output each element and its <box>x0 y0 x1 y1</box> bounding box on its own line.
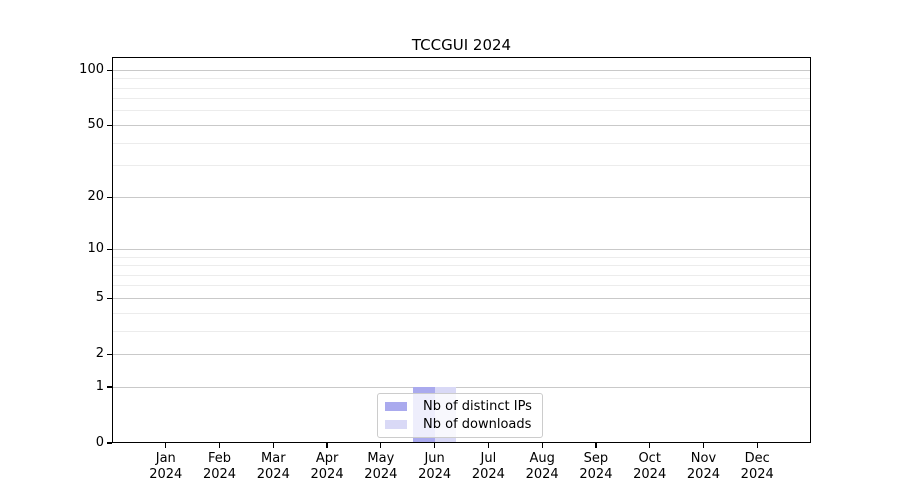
x-tick-mark <box>165 443 167 448</box>
minor-gridline <box>112 274 811 276</box>
x-tick-label: Dec 2024 <box>725 451 789 483</box>
major-gridline <box>112 386 811 388</box>
minor-gridline <box>112 265 811 267</box>
x-tick-year: 2024 <box>633 467 667 482</box>
y-tick-mark <box>107 297 112 299</box>
gridlines-layer <box>112 57 811 443</box>
x-tick-label: Nov 2024 <box>671 451 735 483</box>
minor-gridline <box>112 330 811 332</box>
major-gridline <box>112 69 811 71</box>
x-tick-year: 2024 <box>525 467 559 482</box>
x-tick-month: May <box>367 451 395 466</box>
y-tick-label: 5 <box>95 290 104 306</box>
x-tick-month: Jun <box>424 451 445 466</box>
x-tick-month: Oct <box>638 451 661 466</box>
x-tick-year: 2024 <box>418 467 452 482</box>
x-tick-month: Mar <box>261 451 286 466</box>
x-tick-label: Jun 2024 <box>403 451 467 483</box>
legend-row: Nb of downloads <box>378 415 542 433</box>
x-tick-year: 2024 <box>686 467 720 482</box>
x-tick-mark <box>595 443 597 448</box>
x-tick-label: Mar 2024 <box>241 451 305 483</box>
minor-gridline <box>112 110 811 112</box>
minor-gridline <box>112 78 811 80</box>
major-gridline <box>112 353 811 355</box>
x-tick-year: 2024 <box>149 467 183 482</box>
x-tick-month: Sep <box>583 451 609 466</box>
major-gridline <box>112 196 811 198</box>
x-tick-mark <box>541 443 543 448</box>
y-tick-label: 100 <box>79 62 104 78</box>
x-tick-month: Aug <box>529 451 555 466</box>
x-tick-year: 2024 <box>202 467 237 482</box>
x-tick-mark <box>272 443 274 448</box>
x-tick-mark <box>756 443 758 448</box>
x-tick-label: Jul 2024 <box>456 451 520 483</box>
x-tick-month: Apr <box>315 451 339 466</box>
y-tick-label: 20 <box>87 189 104 205</box>
x-tick-year: 2024 <box>310 467 344 482</box>
x-tick-mark <box>380 443 382 448</box>
x-tick-label: Aug 2024 <box>510 451 574 483</box>
x-tick-year: 2024 <box>471 467 505 482</box>
legend: Nb of distinct IPs Nb of downloads <box>377 393 543 438</box>
x-tick-mark <box>218 443 221 448</box>
x-tick-year: 2024 <box>364 467 398 482</box>
y-tick-label: 1 <box>95 379 104 395</box>
x-tick-label: Apr 2024 <box>295 451 359 483</box>
legend-label: Nb of distinct IPs <box>423 398 532 414</box>
y-tick-label: 50 <box>87 117 104 133</box>
legend-label: Nb of downloads <box>423 416 532 432</box>
y-tick-mark <box>107 196 112 198</box>
y-tick-mark <box>107 124 112 127</box>
x-tick-month: Dec <box>744 451 770 466</box>
x-tick-month: Jan <box>155 451 176 466</box>
x-tick-year: 2024 <box>256 467 290 482</box>
x-tick-mark <box>487 443 489 448</box>
x-tick-mark <box>702 443 705 448</box>
x-tick-label: Jan 2024 <box>134 451 198 483</box>
x-tick-label: May 2024 <box>349 451 413 483</box>
minor-gridline <box>112 256 811 258</box>
minor-gridline <box>112 312 811 314</box>
x-tick-year: 2024 <box>579 467 613 482</box>
x-tick-label: Feb 2024 <box>188 451 252 483</box>
minor-gridline <box>112 87 811 89</box>
chart-title: TCCGUI 2024 <box>411 36 512 54</box>
legend-swatch-icon <box>385 401 407 411</box>
x-tick-mark <box>434 443 436 448</box>
y-tick-label: 0 <box>95 435 104 450</box>
y-tick-label: 2 <box>95 346 104 362</box>
minor-gridline <box>112 165 811 167</box>
x-tick-label: Sep 2024 <box>564 451 628 483</box>
x-tick-mark <box>649 443 651 448</box>
minor-gridline <box>112 142 811 144</box>
legend-row: Nb of distinct IPs <box>378 397 542 415</box>
minor-gridline <box>112 98 811 100</box>
y-tick-mark <box>107 386 112 388</box>
y-tick-mark <box>107 248 112 250</box>
x-tick-month: Nov <box>690 451 717 466</box>
y-tick-mark <box>107 353 112 355</box>
y-tick-mark <box>107 69 112 71</box>
major-gridline <box>112 124 811 126</box>
major-gridline <box>112 297 811 299</box>
y-tick-label: 10 <box>87 241 104 257</box>
x-tick-label: Oct 2024 <box>618 451 682 483</box>
minor-gridline <box>112 285 811 287</box>
x-tick-year: 2024 <box>740 467 774 482</box>
x-tick-month: Jul <box>480 451 497 466</box>
x-tick-mark <box>326 443 328 448</box>
major-gridline <box>112 248 811 250</box>
y-tick-mark <box>107 442 112 444</box>
legend-swatch-icon <box>385 419 407 429</box>
x-tick-month: Feb <box>208 451 232 466</box>
